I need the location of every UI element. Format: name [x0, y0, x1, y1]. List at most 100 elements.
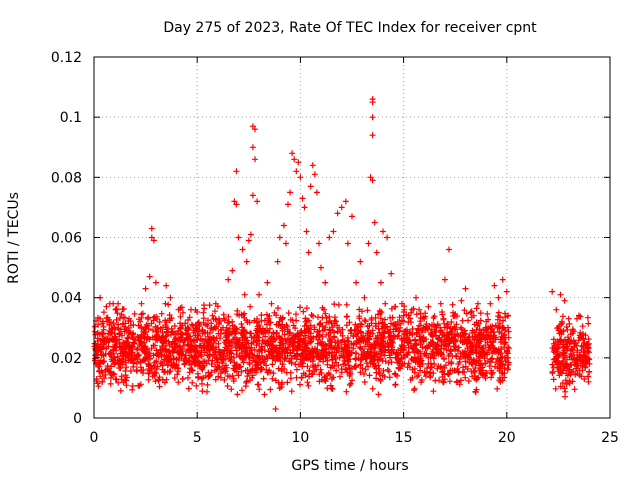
data-point: [165, 357, 172, 364]
data-point: [435, 363, 442, 370]
data-point: [410, 345, 417, 352]
y-tick-label: 0.04: [51, 291, 82, 307]
data-point: [195, 362, 201, 369]
data-point: [187, 365, 194, 372]
data-point: [208, 361, 215, 368]
data-point: [176, 355, 183, 361]
data-point: [560, 313, 566, 320]
data-point: [273, 352, 280, 359]
data-point: [379, 333, 386, 340]
data-point: [175, 335, 182, 342]
data-point: [493, 359, 499, 366]
data-point: [227, 349, 234, 356]
data-point: [421, 315, 428, 322]
data-point: [222, 362, 229, 369]
data-point: [150, 370, 157, 377]
data-point: [482, 375, 489, 381]
data-point: [185, 374, 191, 381]
data-point: [560, 328, 567, 334]
data-point: [473, 319, 480, 326]
data-point: [505, 328, 512, 335]
data-point: [570, 337, 577, 344]
data-point: [497, 314, 504, 321]
data-point: [297, 304, 303, 311]
data-point: [112, 359, 119, 366]
data-point: [118, 373, 125, 380]
data-point: [287, 349, 294, 356]
data-point: [556, 341, 563, 348]
data-point: [488, 374, 495, 381]
data-point: [122, 377, 129, 384]
data-point: [440, 315, 447, 322]
data-point: [576, 351, 583, 358]
data-point: [229, 267, 236, 274]
data-point: [92, 357, 99, 364]
data-point: [400, 352, 407, 359]
data-point: [368, 353, 375, 359]
data-point: [98, 330, 105, 337]
data-point: [204, 352, 211, 359]
data-point: [340, 348, 347, 355]
data-point: [439, 311, 446, 318]
data-point: [177, 313, 184, 320]
data-point: [125, 339, 131, 346]
data-point: [269, 361, 276, 368]
data-point: [148, 225, 155, 232]
data-point: [329, 324, 336, 331]
data-point: [221, 366, 228, 373]
data-point: [260, 330, 267, 337]
data-point: [393, 350, 400, 357]
data-point: [353, 331, 360, 338]
data-point: [406, 329, 413, 336]
data-point: [488, 370, 495, 377]
data-point: [170, 355, 177, 362]
data-point: [293, 366, 300, 373]
data-point: [581, 339, 588, 346]
data-point: [329, 356, 336, 363]
data-point: [496, 368, 503, 374]
data-point: [144, 333, 151, 340]
data-point: [390, 336, 397, 342]
data-point: [472, 389, 479, 396]
data-point: [124, 334, 131, 341]
data-point: [170, 347, 177, 354]
data-point: [469, 327, 476, 334]
data-point: [272, 345, 279, 352]
data-point: [241, 334, 248, 340]
data-point: [411, 369, 418, 376]
data-point: [305, 249, 312, 256]
data-point: [475, 342, 482, 349]
data-point: [331, 345, 338, 352]
data-point: [505, 344, 512, 351]
data-point: [159, 339, 166, 346]
data-point: [189, 379, 196, 386]
data-point: [205, 333, 211, 340]
data-point: [152, 378, 159, 385]
data-point: [224, 338, 231, 345]
data-point: [200, 374, 207, 381]
data-point: [327, 371, 333, 378]
data-point: [463, 310, 470, 317]
data-point: [212, 376, 219, 383]
data-point: [146, 367, 153, 374]
y-axis-label: ROTI / TECUs: [6, 192, 22, 284]
data-point: [122, 359, 129, 366]
y-tick-label: 0.02: [51, 351, 82, 367]
data-point: [319, 333, 326, 340]
data-point: [392, 381, 399, 388]
data-point: [384, 324, 391, 330]
x-tick-label: 0: [90, 430, 99, 446]
data-point: [316, 322, 323, 329]
data-point: [345, 362, 352, 369]
data-point: [392, 326, 399, 333]
data-point: [137, 364, 144, 371]
data-point: [107, 319, 113, 326]
data-point: [256, 322, 263, 329]
y-tick-label: 0.12: [51, 50, 82, 66]
data-point: [295, 159, 302, 166]
data-point: [479, 364, 486, 371]
data-point: [440, 379, 447, 386]
data-point: [242, 352, 249, 359]
data-point: [111, 330, 118, 337]
data-point: [159, 360, 166, 367]
